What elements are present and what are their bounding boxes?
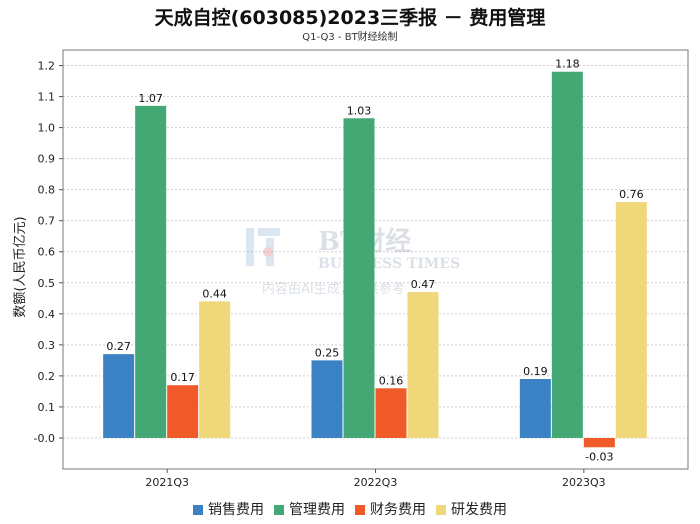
watermark-notice: 内容由AI生成，仅供参考 — [262, 281, 405, 297]
y-tick-label: 1.2 — [38, 60, 56, 73]
y-tick-label: 0.3 — [38, 339, 56, 352]
legend-item: 销售费用 — [193, 499, 264, 519]
data-label: 0.44 — [202, 287, 227, 300]
bar — [135, 105, 167, 438]
legend-swatch — [355, 505, 365, 515]
y-axis-title: 数额(人民币亿元) — [13, 216, 28, 317]
y-tick-label: 0.7 — [38, 215, 56, 228]
watermark-logo-block — [258, 228, 280, 236]
bar — [199, 301, 231, 438]
y-tick-label: 1.0 — [38, 122, 56, 135]
legend-item: 研发费用 — [436, 499, 507, 519]
x-tick-label: 2021Q3 — [145, 476, 189, 489]
data-label: 0.27 — [106, 340, 131, 353]
y-tick-label: 0.8 — [38, 184, 56, 197]
bar — [583, 437, 615, 448]
bar — [615, 202, 647, 438]
legend-label: 销售费用 — [208, 502, 264, 518]
grid-lines — [63, 65, 688, 439]
legend-label: 财务费用 — [370, 502, 426, 518]
bar — [103, 354, 135, 438]
legend-swatch — [193, 505, 203, 515]
axes: -0.0 0.1 0.2 0.3 0.4 0.5 0.6 0.7 0.8 0.9 1.0 1.1 1.2… — [34, 49, 689, 489]
bar — [407, 292, 439, 438]
bar — [311, 360, 343, 438]
bar — [343, 118, 375, 438]
x-tick-label: 2022Q3 — [354, 476, 398, 489]
y-tick-label: 0.5 — [38, 277, 56, 290]
bar — [167, 385, 199, 438]
legend: 销售费用 管理费用 财务费用 研发费用 — [0, 499, 700, 519]
y-tick-label: 0.6 — [38, 246, 56, 259]
watermark-logo-block — [246, 228, 254, 266]
data-label: 0.47 — [411, 278, 436, 291]
data-labels: 0.27 1.07 0.17 0.44 0.25 1.03 0.16 0.47 0.19 1.18… — [106, 58, 643, 464]
bar — [375, 388, 407, 438]
x-tick-label: 2023Q3 — [562, 476, 606, 489]
chart-title: 天成自控(603085)2023三季报 － 费用管理 — [154, 7, 546, 29]
legend-label: 研发费用 — [451, 502, 507, 518]
chart-subtitle: Q1-Q3 - BT财经绘制 — [302, 32, 398, 43]
y-tick-label: 0.2 — [38, 370, 56, 383]
bar — [551, 71, 583, 438]
data-label: 0.17 — [170, 371, 195, 384]
data-label: 0.76 — [619, 188, 644, 201]
data-label: 1.18 — [555, 58, 580, 71]
data-label: 0.19 — [523, 365, 548, 378]
watermark-brand-en: BUSINESS TIMES — [318, 256, 460, 272]
y-tick-label: 1.1 — [38, 91, 56, 104]
legend-swatch — [274, 505, 284, 515]
y-tick-label: 0.1 — [38, 401, 56, 414]
data-label: 1.03 — [347, 104, 372, 117]
y-tick-label: -0.0 — [34, 432, 55, 445]
data-label: 1.07 — [138, 92, 163, 105]
data-label: 0.16 — [379, 374, 404, 387]
data-label: 0.25 — [315, 346, 340, 359]
y-tick-label: 0.9 — [38, 153, 56, 166]
legend-label: 管理费用 — [289, 502, 345, 518]
watermark-logo-dot — [263, 247, 273, 257]
bars — [103, 71, 647, 448]
legend-item: 财务费用 — [355, 499, 426, 519]
watermark-logo-block — [266, 238, 274, 266]
data-label: -0.03 — [585, 450, 613, 463]
bar — [519, 378, 551, 438]
y-tick-label: 0.4 — [38, 308, 56, 321]
legend-item: 管理费用 — [274, 499, 345, 519]
legend-swatch — [436, 505, 446, 515]
